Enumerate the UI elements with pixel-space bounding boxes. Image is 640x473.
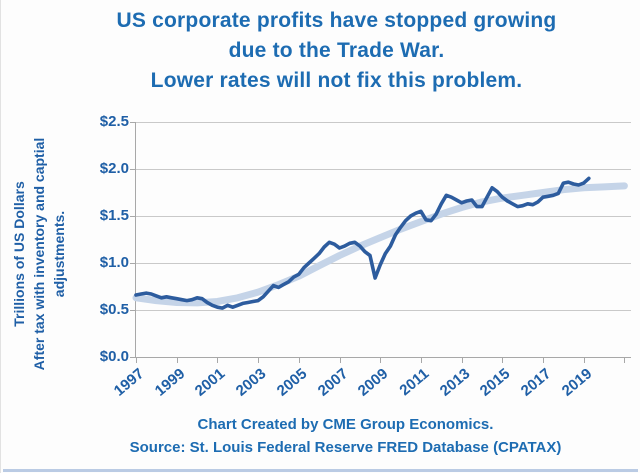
x-axis-tick [380,358,382,363]
x-axis-tick [543,358,544,363]
x-axis-tick [502,358,504,363]
x-axis-tick [583,358,585,363]
chart-title: US corporate profits have stopped growin… [37,6,636,96]
y-axis-title-line2: After tax with inventory and captial adj… [31,137,67,371]
y-axis-title-line1: Trillions of US Dollars [11,181,27,327]
actual-series-line [134,176,591,310]
x-axis-line [135,357,631,358]
y-axis-tick [130,122,135,123]
chart-title-line1: US corporate profits have stopped growin… [116,9,557,32]
y-axis-tick-label: $1.0 [99,254,129,271]
y-axis-tick-label: $2.5 [99,113,129,130]
chart-title-line2: due to the Trade War. [228,39,445,62]
x-axis-tick [258,358,260,363]
gridline [136,169,631,170]
chart-footer: Chart Created by CME Group Economics. So… [51,413,640,459]
x-axis-tick [461,358,463,363]
y-axis-tick-label: $0.0 [99,348,129,365]
gridline [136,122,631,123]
y-axis-tick [130,169,135,170]
y-axis-tick [130,357,135,358]
footer-source: Source: St. Louis Federal Reserve FRED D… [129,439,562,456]
y-axis-line [135,122,136,358]
x-axis-tick [420,358,422,363]
trend-series-line [132,182,628,307]
y-axis-tick-label: $2.0 [99,160,129,177]
chart-title-line3: Lower rates will not fix this problem. [150,69,523,92]
bottom-border-line [3,469,638,472]
footer-credit: Chart Created by CME Group Economics. [197,416,494,433]
gridline [136,310,631,311]
gridline [136,216,631,217]
x-axis-tick [176,358,178,363]
x-axis-tick [217,358,219,363]
x-axis-tick [624,358,626,363]
x-axis-tick [339,358,341,363]
x-axis-tick [136,358,137,363]
y-axis-tick [130,310,135,311]
y-axis-tick-label: $0.5 [99,301,129,318]
x-axis-tick [298,358,300,363]
y-axis-tick-label: $1.5 [99,207,129,224]
y-axis-title: Trillions of US Dollars After tax with i… [9,109,73,399]
gridline [136,263,631,264]
